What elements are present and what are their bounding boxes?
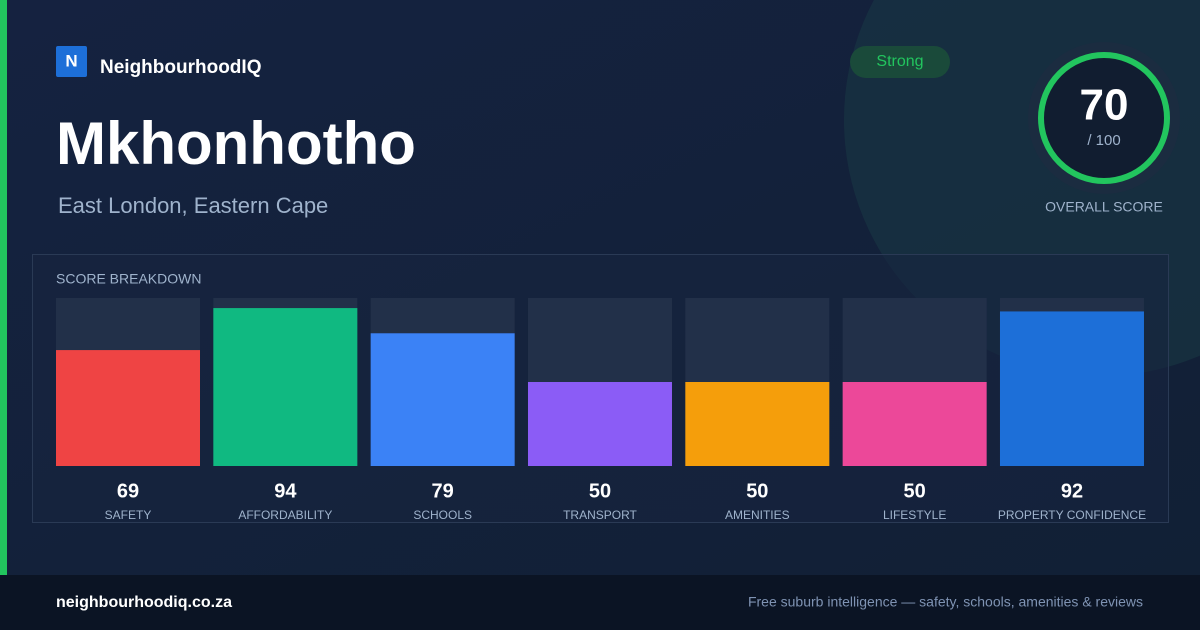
bar (370, 333, 515, 466)
bar (213, 308, 358, 466)
brand-name: NeighbourhoodIQ (100, 57, 261, 78)
value-label: 69 (117, 480, 139, 502)
overall-score: 70 (1080, 81, 1129, 130)
score-max: / 100 (1087, 132, 1120, 149)
value-label: 50 (904, 480, 926, 502)
footer-site: neighbourhoodiq.co.za (56, 594, 232, 611)
bar (527, 382, 672, 466)
category-label: LIFESTYLE (883, 508, 946, 522)
suburb-title: Mkhonhotho (56, 110, 416, 177)
category-label: SCHOOLS (413, 508, 472, 522)
accent-strip (0, 0, 7, 575)
badge (850, 46, 950, 78)
bar (999, 311, 1144, 466)
footer-tagline: Free suburb intelligence — safety, schoo… (748, 594, 1143, 610)
overall-label: OVERALL SCORE (1045, 199, 1163, 215)
value-label: 79 (432, 480, 454, 502)
logo (56, 46, 87, 77)
category-label: PROPERTY CONFIDENCE (998, 508, 1146, 522)
logo-letter: N (65, 51, 77, 70)
badge-text: Strong (876, 53, 923, 70)
category-label: AMENITIES (725, 508, 790, 522)
value-label: 50 (746, 480, 768, 502)
chart-title: SCORE BREAKDOWN (56, 271, 201, 287)
value-label: 50 (589, 480, 611, 502)
category-label: SAFETY (105, 508, 152, 522)
category-label: TRANSPORT (563, 508, 637, 522)
subtitle: East London, Eastern Cape (58, 193, 328, 218)
value-label: 92 (1061, 480, 1083, 502)
bar (56, 350, 200, 466)
bar (685, 382, 830, 466)
bar (842, 382, 987, 466)
score-ring (1038, 52, 1170, 184)
value-label: 94 (274, 480, 297, 502)
footer (0, 575, 1200, 630)
category-label: AFFORDABILITY (238, 508, 332, 522)
